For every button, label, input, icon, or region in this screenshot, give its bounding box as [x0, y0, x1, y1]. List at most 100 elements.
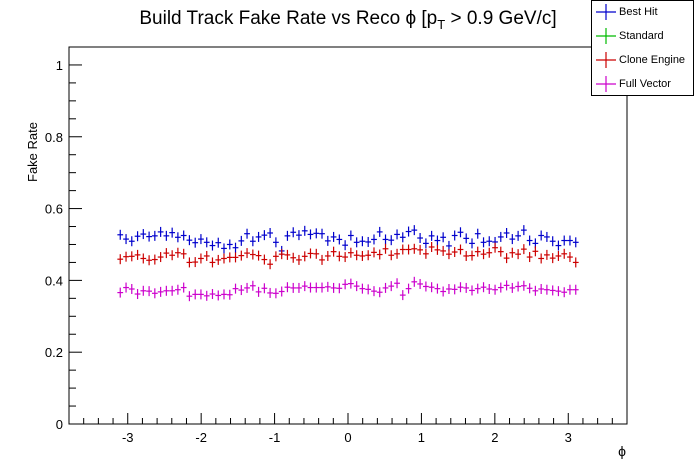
- point-best-hit: [440, 232, 447, 243]
- point-full-vector: [347, 278, 354, 289]
- point-best-hit: [399, 232, 406, 243]
- point-best-hit: [503, 227, 510, 238]
- point-clone-engine: [261, 254, 268, 265]
- legend-marker-full-vector: [596, 76, 616, 92]
- legend-item-clone-engine: Clone Engine: [592, 49, 695, 72]
- point-clone-engine: [549, 253, 556, 264]
- point-best-hit: [434, 235, 441, 246]
- point-full-vector: [226, 289, 233, 300]
- point-clone-engine: [520, 244, 527, 255]
- point-clone-engine: [249, 249, 256, 260]
- point-full-vector: [428, 282, 435, 293]
- point-clone-engine: [434, 244, 441, 255]
- point-full-vector: [515, 281, 521, 292]
- point-full-vector: [330, 282, 337, 293]
- point-best-hit: [134, 231, 141, 242]
- point-full-vector: [411, 276, 418, 287]
- point-full-vector: [267, 287, 273, 298]
- point-full-vector: [324, 281, 331, 292]
- point-full-vector: [544, 284, 550, 295]
- point-best-hit: [382, 234, 389, 245]
- point-full-vector: [296, 282, 302, 293]
- point-full-vector: [123, 282, 129, 293]
- point-best-hit: [255, 231, 262, 242]
- x-tick-label: 2: [491, 430, 498, 445]
- point-clone-engine: [163, 248, 170, 259]
- point-best-hit: [428, 230, 435, 241]
- point-clone-engine: [371, 247, 377, 258]
- point-best-hit: [567, 235, 573, 246]
- point-full-vector: [301, 281, 308, 292]
- point-best-hit: [451, 230, 458, 241]
- point-best-hit: [515, 230, 521, 241]
- point-clone-engine: [186, 257, 193, 268]
- point-clone-engine: [255, 250, 262, 261]
- point-best-hit: [371, 234, 377, 245]
- point-best-hit: [157, 226, 164, 237]
- point-clone-engine: [561, 248, 568, 259]
- x-tick-label: -3: [122, 430, 134, 445]
- point-clone-engine: [157, 252, 164, 263]
- point-clone-engine: [209, 257, 216, 268]
- point-full-vector: [169, 285, 176, 296]
- point-clone-engine: [538, 253, 545, 264]
- x-tick-label: 3: [565, 430, 572, 445]
- point-best-hit: [140, 229, 147, 240]
- x-tick-label: 0: [344, 430, 351, 445]
- point-full-vector: [486, 283, 493, 294]
- point-best-hit: [296, 230, 302, 241]
- point-full-vector: [313, 282, 320, 293]
- point-full-vector: [221, 289, 227, 300]
- point-clone-engine: [278, 249, 285, 260]
- point-best-hit: [423, 238, 429, 249]
- point-full-vector: [497, 282, 504, 293]
- point-clone-engine: [192, 257, 199, 268]
- point-full-vector: [238, 285, 245, 296]
- point-full-vector: [423, 281, 429, 292]
- point-clone-engine: [497, 246, 504, 257]
- legend-label: Best Hit: [619, 6, 658, 18]
- point-clone-engine: [405, 244, 412, 255]
- point-best-hit: [290, 227, 297, 238]
- point-full-vector: [157, 286, 164, 297]
- point-full-vector: [278, 286, 285, 297]
- point-best-hit: [151, 230, 158, 241]
- point-clone-engine: [428, 241, 435, 252]
- point-best-hit: [405, 226, 412, 237]
- point-clone-engine: [273, 251, 279, 262]
- series-full-vector: [117, 276, 579, 302]
- point-best-hit: [509, 234, 516, 245]
- point-best-hit: [284, 230, 291, 241]
- point-full-vector: [532, 285, 539, 296]
- point-clone-engine: [492, 242, 498, 253]
- point-clone-engine: [365, 250, 372, 261]
- point-clone-engine: [446, 249, 452, 260]
- point-full-vector: [255, 286, 262, 297]
- point-full-vector: [146, 286, 152, 297]
- point-full-vector: [198, 289, 204, 300]
- point-clone-engine: [169, 250, 176, 261]
- point-clone-engine: [394, 248, 400, 259]
- point-best-hit: [192, 237, 199, 248]
- point-full-vector: [503, 280, 510, 291]
- point-clone-engine: [123, 251, 129, 262]
- point-clone-engine: [238, 250, 245, 261]
- point-full-vector: [209, 289, 216, 300]
- point-clone-engine: [128, 251, 135, 262]
- point-best-hit: [261, 230, 268, 241]
- point-full-vector: [232, 283, 239, 294]
- point-clone-engine: [226, 252, 233, 263]
- point-clone-engine: [567, 252, 573, 263]
- x-axis-label: ϕ: [618, 443, 626, 459]
- point-clone-engine: [215, 254, 222, 265]
- point-full-vector: [446, 283, 452, 294]
- y-tick-label: 0.6: [45, 202, 63, 217]
- point-clone-engine: [330, 246, 337, 257]
- legend-label: Clone Engine: [619, 54, 686, 66]
- point-clone-engine: [515, 249, 521, 260]
- point-clone-engine: [244, 248, 250, 259]
- point-best-hit: [273, 237, 279, 248]
- point-best-hit: [186, 235, 193, 246]
- point-best-hit: [353, 237, 360, 248]
- x-tick-label: -1: [269, 430, 281, 445]
